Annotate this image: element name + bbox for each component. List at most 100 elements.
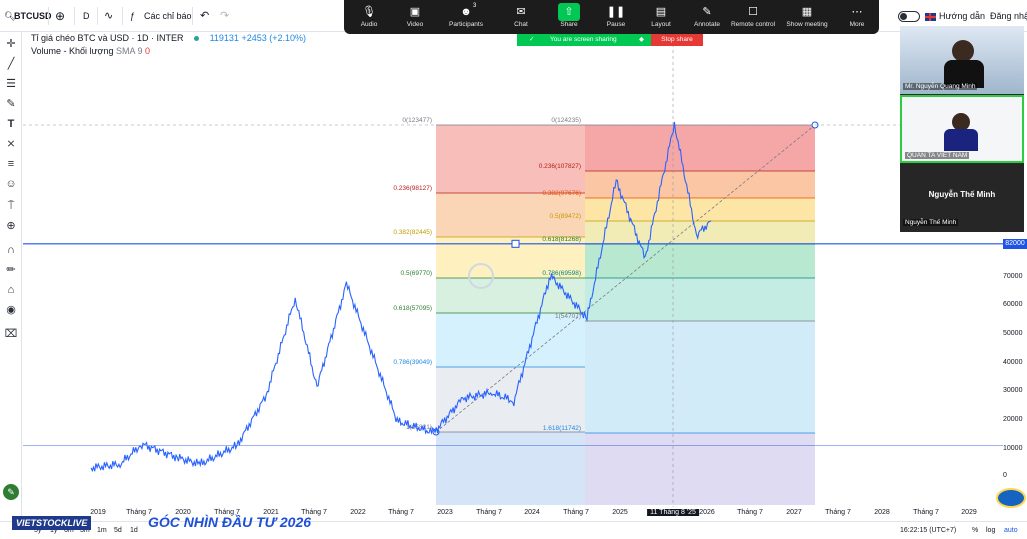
pattern-icon[interactable]: ⨯	[6, 138, 16, 150]
participant-caption: Nguyễn Thế Minh	[903, 219, 959, 226]
pause-icon: ❚❚	[606, 6, 626, 18]
time-axis-label: Tháng 7	[126, 509, 152, 516]
timeframe-3m[interactable]: 3m	[80, 527, 90, 534]
fib-label-left: 0.618(57095)	[393, 305, 432, 312]
fib-label-right: 0(124235)	[551, 117, 581, 124]
volume-sma: SMA 9	[115, 46, 143, 56]
zoom-button-label: Layout	[651, 21, 671, 28]
badge-logo	[996, 488, 1026, 508]
timeframe-5y[interactable]: 5y	[34, 527, 42, 534]
chart-type-icon[interactable]: ∿	[104, 10, 114, 22]
undo-icon[interactable]: ↶	[200, 10, 210, 22]
fib-label-right: 1(54707)	[555, 313, 581, 320]
timeframe-1d[interactable]: 1d	[130, 527, 138, 534]
fib-label-right: 0.786(69598)	[542, 270, 581, 277]
eye-icon[interactable]: ◉	[6, 304, 16, 316]
time-axis[interactable]: 2019 Tháng 7 2020 Tháng 7 2021 Tháng 7 2022 Thá…	[23, 507, 1003, 521]
trash-icon[interactable]: ⌧	[4, 328, 18, 340]
lock-icon[interactable]: ⌂	[7, 284, 15, 296]
pencil-lock-icon[interactable]: ✏	[6, 264, 16, 276]
indicators-button[interactable]: Các chỉ báo	[144, 11, 192, 21]
chart-legend: Tỉ giá chéo BTC và USD · 1D · INTER 1191…	[31, 33, 306, 43]
symbol-search-icon[interactable]: 🔍︎	[4, 11, 16, 21]
fib-label-left: 0.5(69770)	[401, 270, 432, 277]
zoom-button-label: More	[849, 21, 865, 28]
vietstock-live-logo: VIETSTOCKLIVE	[12, 516, 92, 530]
redo-icon[interactable]: ↷	[220, 10, 230, 22]
time-axis-label: 2027	[786, 509, 802, 516]
audio-button[interactable]: 🎙︎ Audio	[344, 3, 394, 28]
video-tile-participant[interactable]: QUAN TA VIET NAM	[900, 95, 1024, 163]
video-button[interactable]: ▣ Video	[390, 3, 440, 28]
price-chart[interactable]: 0(123477) 0.236(98127) 0.382(82445) 0.5(697…	[23, 32, 1003, 507]
pen-green-icon[interactable]: ✎	[3, 484, 19, 500]
time-axis-label: 2029	[961, 509, 977, 516]
fib-tool-icon[interactable]: ≡	[7, 158, 15, 170]
guide-link[interactable]: Hướng dẫn	[939, 11, 985, 21]
zoom-button-label: Chat	[514, 21, 528, 28]
percent-toggle[interactable]: %	[972, 527, 979, 534]
symbol-label[interactable]: BTCUSD	[14, 11, 52, 21]
theme-toggle[interactable]	[898, 8, 920, 24]
indicators-icon[interactable]: ƒ	[130, 11, 136, 21]
login-link[interactable]: Đăng nhập	[990, 11, 1027, 21]
emoji-icon[interactable]: ☺	[5, 178, 17, 190]
pause-button[interactable]: ❚❚ Pause	[591, 3, 641, 28]
fib-label-left: 0.382(82445)	[393, 229, 432, 236]
participant-name: Mr. Nguyễn Quang Minh	[903, 83, 978, 90]
zoom-button-label: Pause	[606, 21, 626, 28]
fib-zone-right	[585, 198, 815, 221]
zoom-meeting-controls: 🎙︎ Audio ▣ Video ☻ 3 Participants ✉ Chat ⇧ Share ❚❚…	[344, 0, 879, 34]
timeframe-1m[interactable]: 1m	[97, 527, 107, 534]
video-tile-speaker[interactable]: Mr. Nguyễn Quang Minh	[900, 26, 1024, 94]
price-tick: 10000	[1003, 445, 1023, 452]
show-meeting-button[interactable]: ▦ Show meeting	[782, 3, 832, 28]
timeframe-6m[interactable]: 6m	[64, 527, 74, 534]
zoom-button-label: Show meeting	[786, 21, 828, 28]
fib-zone-left	[436, 125, 585, 193]
chat-button[interactable]: ✉ Chat	[496, 3, 546, 28]
log-toggle[interactable]: log	[986, 527, 996, 534]
stop-share-button[interactable]: Stop share	[651, 34, 703, 46]
trend-line-icon[interactable]: ╱	[7, 58, 15, 70]
avatar	[952, 40, 974, 62]
chart-canvas[interactable]: 0(123477) 0.236(98127) 0.382(82445) 0.5(697…	[23, 32, 1003, 507]
timeframe-5d[interactable]: 5d	[114, 527, 122, 534]
magnet-icon[interactable]: ∩	[7, 244, 15, 256]
layout-button[interactable]: ▤ Layout	[636, 3, 686, 28]
participants-icon: ☻	[460, 6, 472, 18]
pen-icon: ✎	[702, 6, 712, 18]
time-axis-label: 2028	[874, 509, 890, 516]
fib-label-right: 0.5(89472)	[550, 213, 581, 220]
time-axis-cursor-label: 11 Tháng 8 '25	[647, 509, 699, 516]
share-button[interactable]: ⇧ Share	[544, 3, 594, 28]
time-axis-label: 2026	[699, 509, 715, 516]
brush-icon[interactable]: ✎	[6, 98, 16, 110]
layout-icon: ▤	[655, 6, 667, 18]
price-tick: 60000	[1003, 301, 1023, 308]
fib-zone-left	[436, 313, 585, 367]
more-button[interactable]: ⋯ More	[832, 3, 882, 28]
participants-button[interactable]: ☻ 3 Participants	[441, 3, 491, 28]
symbol-title: Tỉ giá chéo BTC và USD · 1D · INTER	[31, 33, 184, 43]
ruler-icon[interactable]: ⍑	[7, 200, 15, 212]
zoom-in-icon[interactable]: ⊕	[6, 220, 16, 232]
time-axis-label: 2020	[175, 509, 191, 516]
remote-control-button[interactable]: ☐ Remote control	[728, 3, 778, 28]
fib-zone-right	[585, 433, 815, 505]
compare-add-icon[interactable]: ⊕	[55, 9, 66, 23]
clock[interactable]: 16:22:15 (UTC+7)	[900, 527, 957, 534]
auto-toggle[interactable]: auto	[1004, 527, 1018, 534]
participant-name: QUAN TA VIET NAM	[905, 152, 970, 159]
timeframe-1y[interactable]: 1y	[50, 527, 58, 534]
price-tick: 20000	[1003, 416, 1023, 423]
interval-button[interactable]: D	[83, 11, 90, 21]
annotate-button[interactable]: ✎ Annotate	[682, 3, 732, 28]
crosshair-icon[interactable]: ✛	[6, 38, 16, 50]
horizontal-lines-icon[interactable]: ☰	[6, 78, 16, 90]
time-axis-label: Tháng 7	[737, 509, 763, 516]
time-axis-label: Tháng 7	[214, 509, 240, 516]
text-tool-icon[interactable]: T	[7, 118, 15, 130]
video-tile-name-only[interactable]: Nguyễn Thế Minh Nguyễn Thế Minh	[900, 164, 1024, 232]
